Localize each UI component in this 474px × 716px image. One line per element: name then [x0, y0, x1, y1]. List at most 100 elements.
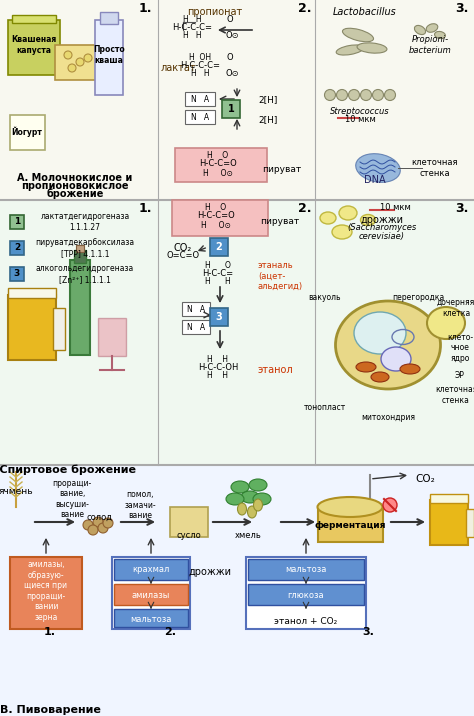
Text: лактатдегидрогеназа
1.1.1.27: лактатдегидрогеназа 1.1.1.27 — [40, 213, 129, 232]
Text: Б. Спиртовое брожение: Б. Спиртовое брожение — [0, 465, 137, 475]
Text: 3: 3 — [14, 269, 20, 279]
Bar — [12, 15, 56, 23]
Text: солод: солод — [87, 513, 113, 521]
Text: H    H: H H — [208, 356, 228, 364]
Circle shape — [103, 518, 113, 528]
Text: H-C-C=O: H-C-C=O — [199, 158, 237, 168]
Text: 2[H]: 2[H] — [258, 115, 277, 125]
Text: H-C-C-C=: H-C-C-C= — [180, 62, 220, 70]
Bar — [8, 20, 60, 75]
Bar — [185, 92, 215, 106]
Circle shape — [325, 90, 336, 100]
Bar — [100, 12, 118, 24]
Bar — [114, 584, 188, 605]
Text: перегородка: перегородка — [392, 294, 444, 302]
Bar — [8, 288, 56, 298]
Text: амилазы,
образую-
щиеся при
проращи-
вании
зерна: амилазы, образую- щиеся при проращи- ван… — [25, 561, 67, 621]
Text: 2.: 2. — [164, 627, 176, 637]
Text: пируват: пируват — [262, 165, 301, 175]
Bar — [112, 557, 190, 629]
Text: пируватдекарбоксилаза
[ТРР] 4.1.1.1: пируватдекарбоксилаза [ТРР] 4.1.1.1 — [36, 238, 135, 258]
Text: H      H: H H — [205, 278, 231, 286]
Bar — [55, 45, 110, 80]
Text: 2: 2 — [216, 242, 222, 252]
Text: ячмень: ячмень — [0, 488, 33, 496]
Ellipse shape — [320, 212, 336, 224]
Bar — [172, 200, 268, 236]
Ellipse shape — [414, 25, 426, 34]
Text: ЭР: ЭР — [455, 370, 465, 379]
Text: Streptococcus: Streptococcus — [330, 107, 390, 117]
Text: cerevisiae): cerevisiae) — [359, 231, 405, 241]
Bar — [0, 465, 474, 716]
Text: этаналь
(ацет-
альдегид): этаналь (ацет- альдегид) — [258, 261, 303, 291]
Text: этанол + CO₂: этанол + CO₂ — [274, 617, 337, 626]
Text: Propioni-
bacterium: Propioni- bacterium — [409, 35, 451, 54]
Bar — [10, 215, 24, 229]
Bar — [222, 100, 240, 118]
Text: пропионовокислое: пропионовокислое — [21, 181, 129, 191]
Ellipse shape — [435, 32, 446, 39]
Circle shape — [98, 523, 108, 533]
Text: мальтоза: мальтоза — [285, 566, 327, 574]
Text: O=C=O: O=C=O — [166, 251, 200, 261]
Text: 3.: 3. — [362, 627, 374, 637]
Circle shape — [373, 90, 383, 100]
Ellipse shape — [254, 499, 263, 511]
Text: H-C-C=O: H-C-C=O — [197, 211, 235, 221]
Ellipse shape — [343, 28, 374, 42]
Text: пропионат: пропионат — [187, 7, 243, 17]
Bar — [210, 308, 228, 326]
Bar — [466, 509, 474, 537]
Text: 10 мкм: 10 мкм — [380, 203, 410, 213]
Text: H  OH: H OH — [189, 54, 211, 62]
Bar — [182, 302, 210, 316]
Text: дрожжи: дрожжи — [361, 215, 403, 225]
Text: N   A: N A — [187, 322, 205, 332]
Circle shape — [84, 54, 92, 62]
Text: клето-
чное
ядро: клето- чное ядро — [447, 333, 473, 363]
Text: H    H: H H — [208, 372, 228, 380]
Text: 3.: 3. — [456, 201, 469, 215]
Text: амилазы: амилазы — [132, 591, 170, 599]
Text: ферментация: ферментация — [314, 521, 386, 530]
Circle shape — [64, 51, 72, 59]
Text: N   A: N A — [187, 304, 205, 314]
Bar — [318, 507, 383, 542]
Bar — [430, 500, 468, 545]
Text: 3.: 3. — [456, 1, 469, 14]
Ellipse shape — [427, 307, 465, 339]
Bar — [0, 200, 474, 465]
Text: мальтоза: мальтоза — [130, 614, 172, 624]
Text: вакуоль: вакуоль — [309, 294, 341, 302]
Ellipse shape — [371, 372, 389, 382]
Text: H    O: H O — [205, 203, 227, 213]
Ellipse shape — [249, 479, 267, 491]
Text: O: O — [227, 16, 233, 24]
Text: 2.: 2. — [298, 1, 312, 14]
Bar — [170, 507, 208, 537]
Text: DNA: DNA — [364, 175, 386, 185]
Bar — [114, 609, 188, 627]
Text: 1.: 1. — [138, 1, 152, 14]
Text: В. Пивоварение: В. Пивоварение — [0, 705, 100, 715]
Text: H   H: H H — [182, 16, 201, 24]
Text: крахмал: крахмал — [132, 566, 170, 574]
Ellipse shape — [336, 301, 440, 389]
Ellipse shape — [354, 312, 406, 354]
Text: А. Молочнокислое и: А. Молочнокислое и — [18, 173, 133, 183]
Text: тонопласт: тонопласт — [304, 404, 346, 412]
Text: O: O — [227, 54, 233, 62]
Text: Lactobacillus: Lactobacillus — [333, 7, 397, 17]
Text: Квашеная
капуста: Квашеная капуста — [11, 35, 56, 54]
Text: проращи-
вание,
высуши-
вание: проращи- вание, высуши- вание — [52, 479, 91, 519]
Circle shape — [83, 520, 93, 530]
Text: H      O: H O — [205, 261, 231, 271]
Bar — [10, 557, 82, 629]
Text: этанол: этанол — [258, 365, 293, 375]
Bar — [98, 318, 126, 356]
Ellipse shape — [231, 481, 249, 493]
Bar — [0, 0, 474, 200]
Bar — [76, 245, 84, 252]
Text: клеточная
стенка: клеточная стенка — [435, 385, 474, 405]
